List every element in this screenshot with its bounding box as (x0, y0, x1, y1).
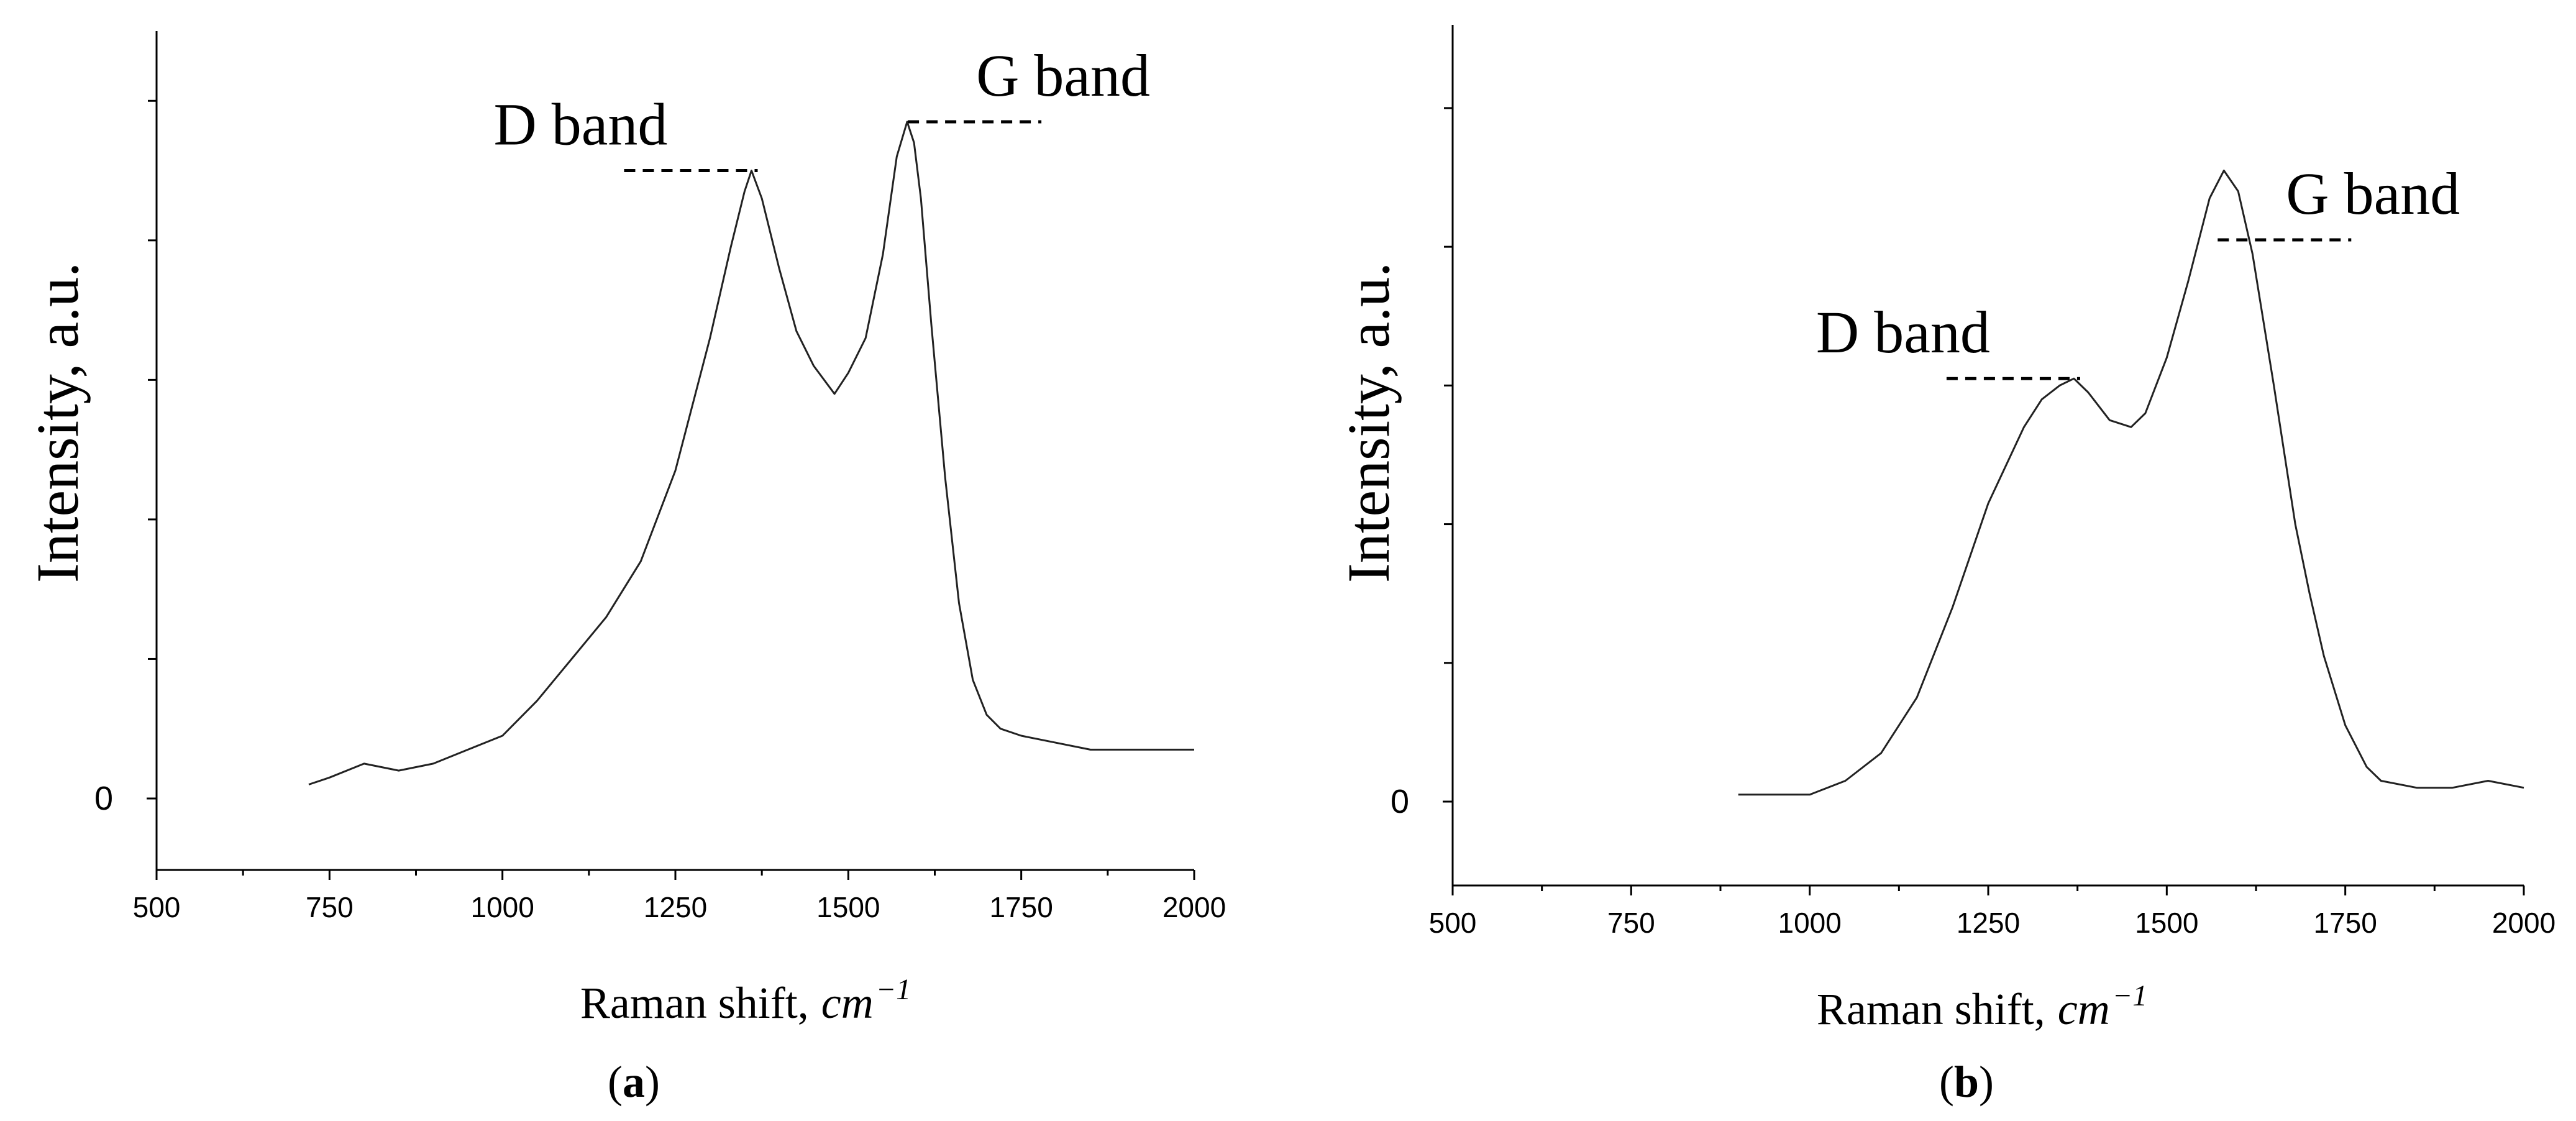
panel-b-x-tick-label: 500 (1429, 907, 1477, 939)
panel-b-x-axis-label: Raman shift, cm −1 (1817, 979, 2147, 1034)
panel-a-letter: a (623, 1057, 645, 1107)
panel-a-x-tick-label: 1000 (470, 891, 534, 923)
panel-b-caption: (b) (1939, 1057, 1994, 1107)
panel-a-x-tick-label: 1250 (644, 891, 707, 923)
panel-a-x-tick-label: 1500 (816, 891, 880, 923)
panel-b-x-axis-label-text: Raman shift, (1817, 984, 2045, 1034)
panel-a-x-axis-label: Raman shift, cm −1 (580, 973, 911, 1028)
panel-a-caption: (a) (608, 1057, 660, 1107)
panel-a-y-zero-label: 0 (94, 780, 113, 817)
panel-b-y-axis-label: Intensity, a.u. (1335, 262, 1402, 583)
panel-a-x-tick-label: 1750 (989, 891, 1053, 923)
panel-b-letter: b (1954, 1057, 1979, 1107)
panel-a-x-tick-label: 500 (133, 891, 181, 923)
panel-b-x-tick-label: 1000 (1778, 907, 1841, 939)
panel-b-x-tick-label: 1750 (2313, 907, 2377, 939)
panel-a-plot-area: 500 750 1000 1250 1500 1750 2000 0 D band G band (94, 31, 1226, 923)
panel-b-x-axis-unit: cm (2058, 984, 2110, 1034)
panel-a-g-band-label: G band (976, 42, 1150, 109)
panel-b-x-tick-label: 750 (1607, 907, 1655, 939)
panel-a-x-tick-label: 2000 (1162, 891, 1226, 923)
panel-b-x-tick-label: 2000 (2492, 907, 2555, 939)
panel-b-x-axis-unit-exponent: −1 (2112, 979, 2147, 1012)
panel-a-y-axis-label: Intensity, a.u. (24, 262, 91, 583)
panel-a-spectrum-line (308, 121, 1194, 785)
panel-a-x-axis-unit-exponent: −1 (876, 973, 911, 1006)
panel-b-y-zero-label: 0 (1391, 783, 1409, 820)
panel-a-x-axis-label-text: Raman shift, (580, 978, 809, 1028)
panel-b-plot-area: 500 750 1000 1250 1500 1750 2000 0 D band G band (1391, 25, 2555, 939)
panel-b-spectrum-line (1738, 169, 2524, 796)
panel-a-d-band-label: D band (493, 91, 667, 158)
panel-a-x-axis-unit: cm (821, 978, 874, 1028)
panel-b-g-band-label: G band (2286, 160, 2460, 227)
panel-a-x-tick-label: 750 (306, 891, 354, 923)
panel-b-d-band-label: D band (1816, 299, 1990, 365)
panel-b-x-tick-label: 1500 (2135, 907, 2198, 939)
panel-b-x-tick-label: 1250 (1957, 907, 2020, 939)
